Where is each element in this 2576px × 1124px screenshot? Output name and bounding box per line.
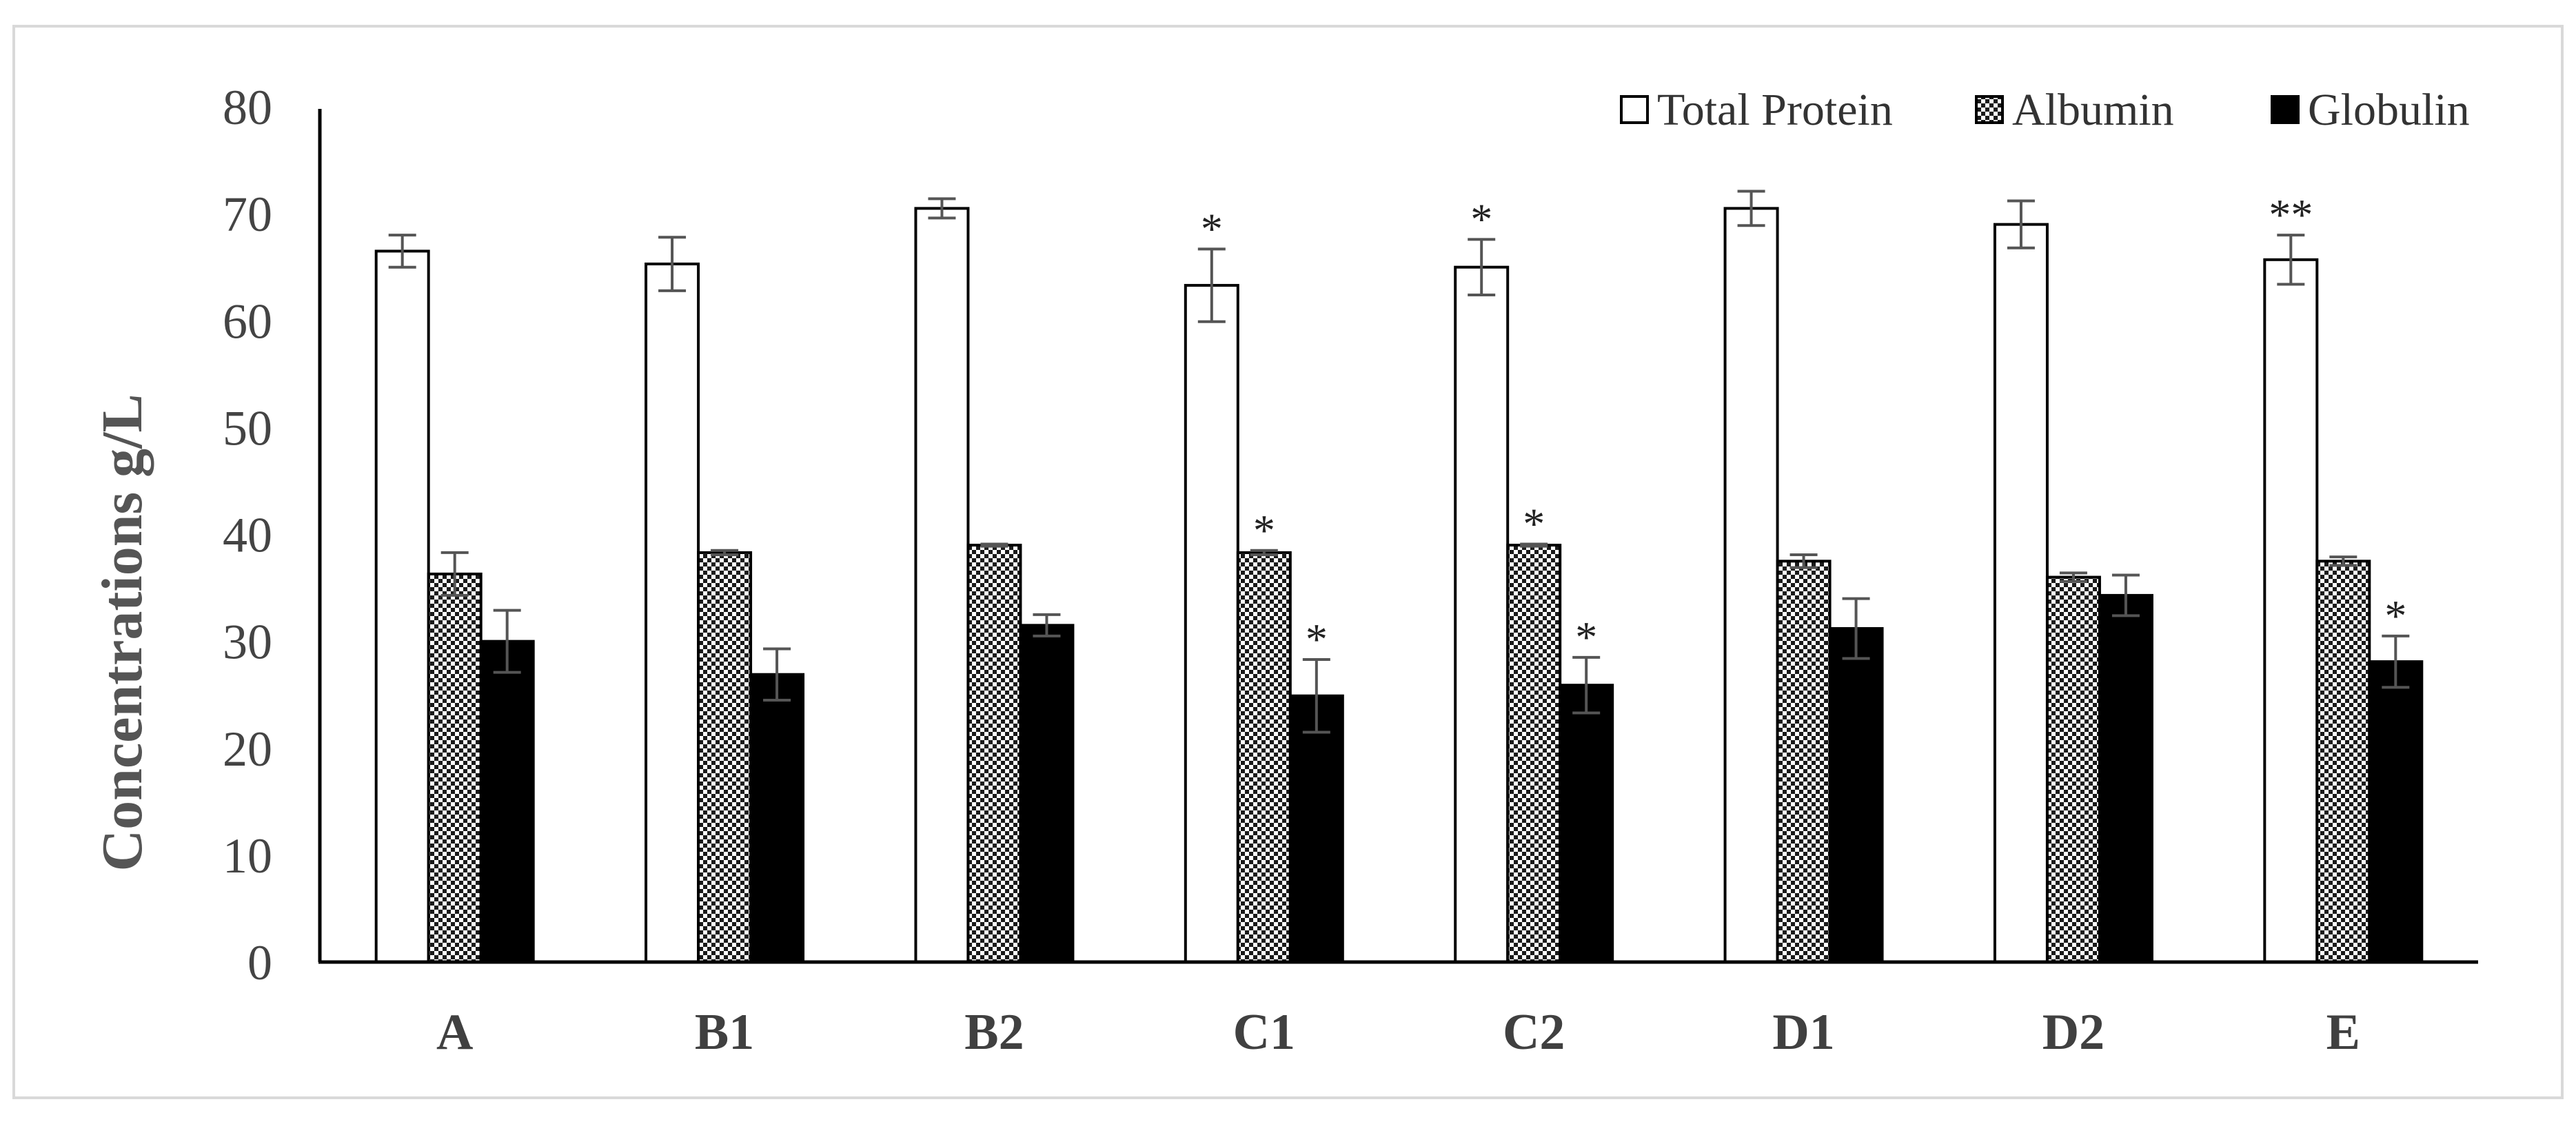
bar-total-protein-b1 [645, 263, 700, 963]
legend-swatch-globulin [2271, 95, 2300, 124]
x-tick-label-d1: D1 [1772, 1004, 1834, 1061]
bar-globulin-b2 [1019, 624, 1075, 963]
x-tick-label-e: E [2326, 1004, 2360, 1061]
bar-albumin-e [2315, 560, 2371, 963]
x-tick-label-c2: C2 [1503, 1004, 1565, 1061]
y-tick-label-70: 70 [223, 187, 272, 242]
y-tick-label-80: 80 [223, 80, 272, 135]
y-tick-label-30: 30 [223, 615, 272, 670]
legend-swatch-albumin [1975, 95, 2004, 124]
bar-globulin-d1 [1828, 627, 1884, 963]
y-tick-label-20: 20 [223, 722, 272, 777]
x-tick-label-d2: D2 [2042, 1004, 2105, 1061]
significance-mark-globulin-c2: * [1575, 613, 1597, 662]
bar-albumin-c2 [1506, 544, 1562, 963]
x-tick-label-c1: C1 [1233, 1004, 1295, 1061]
x-tick-label-a: A [436, 1004, 473, 1061]
y-tick-label-60: 60 [223, 294, 272, 349]
legend-label-total-protein: Total Protein [1657, 85, 1893, 135]
y-tick-label-40: 40 [223, 508, 272, 563]
bar-total-protein-d2 [1993, 223, 2049, 964]
x-tick-label-b1: B1 [695, 1004, 754, 1061]
bar-globulin-e [2368, 660, 2424, 963]
y-axis-label: Concentrations g/L [90, 394, 154, 872]
bar-total-protein-d1 [1723, 207, 1779, 963]
significance-mark-albumin-c2: * [1523, 499, 1545, 548]
bar-albumin-d1 [1776, 560, 1832, 963]
x-tick-label-b2: B2 [964, 1004, 1024, 1061]
bar-total-protein-c2 [1454, 265, 1510, 963]
legend: Total Protein Albumin Globulin [1620, 85, 2470, 135]
significance-mark-globulin-c1: * [1306, 615, 1328, 664]
y-tick-label-50: 50 [223, 400, 272, 456]
outer-border [12, 25, 2564, 1099]
bar-total-protein-b2 [914, 207, 970, 963]
y-tick-label-10: 10 [223, 828, 272, 883]
legend-label-globulin: Globulin [2308, 85, 2470, 135]
bar-total-protein-e [2263, 258, 2319, 963]
bar-globulin-b1 [749, 673, 805, 963]
bar-albumin-a [427, 572, 483, 963]
legend-label-albumin: Albumin [2012, 85, 2174, 135]
bar-globulin-c1 [1288, 694, 1344, 964]
significance-mark-total-protein-c1: * [1201, 204, 1223, 253]
bar-globulin-a [479, 640, 535, 963]
bar-albumin-b2 [966, 544, 1022, 963]
significance-mark-total-protein-e: ** [2269, 190, 2313, 239]
bar-globulin-d2 [2098, 593, 2153, 963]
significance-mark-globulin-e: * [2384, 591, 2406, 640]
bar-globulin-c2 [1559, 684, 1614, 963]
significance-mark-albumin-c1: * [1253, 506, 1275, 555]
significance-mark-total-protein-c2: * [1470, 194, 1492, 243]
bar-albumin-c1 [1236, 551, 1292, 963]
y-tick-label-0: 0 [247, 935, 272, 990]
bar-total-protein-c1 [1184, 284, 1239, 963]
bar-albumin-b1 [697, 551, 753, 963]
bar-albumin-d2 [2045, 575, 2101, 963]
bar-total-protein-a [374, 249, 430, 964]
legend-swatch-total-protein [1620, 95, 1649, 124]
